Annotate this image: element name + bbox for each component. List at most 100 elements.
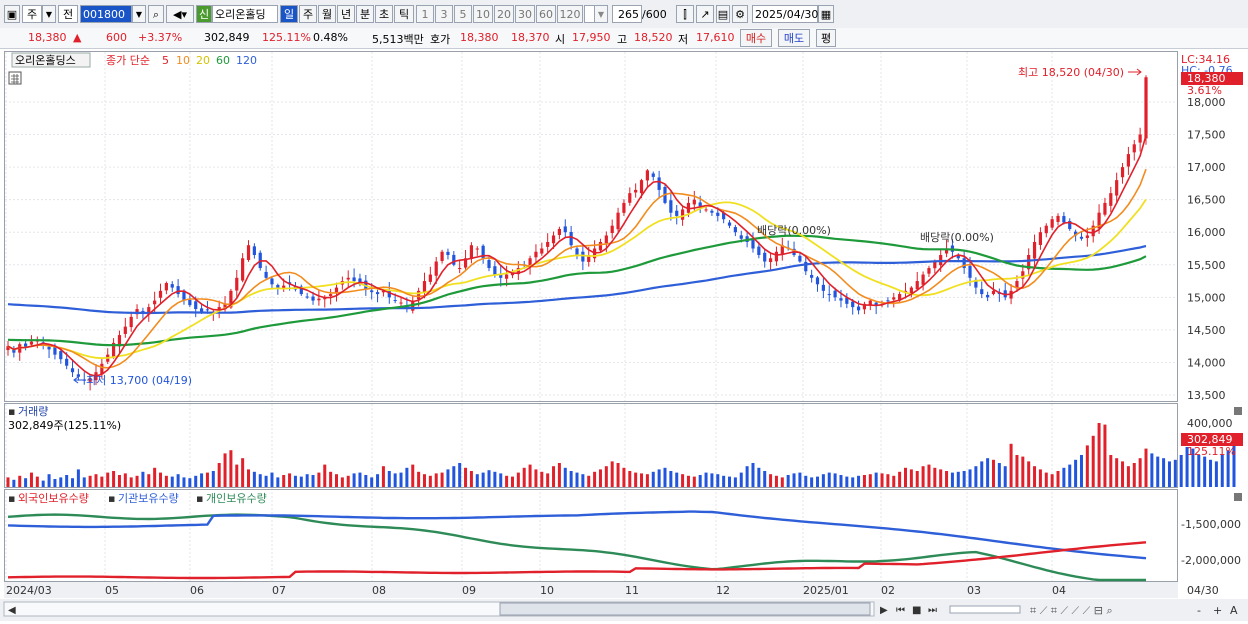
holding-ytick-1: -1,500,000: [1181, 518, 1241, 531]
table-icon[interactable]: [8, 71, 22, 85]
volume-bar: [252, 471, 256, 487]
speaker-icon[interactable]: ◀▾: [166, 5, 194, 23]
volume-bar: [311, 475, 315, 487]
ma120-line: [7, 244, 1147, 315]
price-tick-label: 15,000: [1187, 291, 1226, 304]
interval-20[interactable]: 20: [494, 5, 514, 23]
candle-body: [59, 351, 63, 360]
volume-bar: [886, 474, 890, 487]
volume-bar: [628, 471, 632, 487]
chevron-down-icon[interactable]: ▼: [42, 5, 56, 23]
tab-tick[interactable]: 틱: [394, 5, 414, 23]
x-tick-label: 11: [625, 584, 639, 597]
x-tick-label: 06: [190, 584, 204, 597]
tab-week[interactable]: 주: [299, 5, 317, 23]
ma60-line: [7, 234, 1147, 347]
date-input[interactable]: 2025/04/30: [752, 5, 818, 23]
candle-type-icon[interactable]: ⫿: [676, 5, 694, 23]
x-tick-label: 10: [540, 584, 554, 597]
candle-body: [1074, 231, 1078, 236]
ma20-line: [7, 198, 1147, 360]
candle-body: [768, 258, 773, 263]
candle-body: [933, 261, 937, 269]
period-type-select[interactable]: 주: [22, 5, 42, 23]
candle-body: [886, 300, 890, 302]
volume-bar: [1074, 459, 1078, 487]
candle-body: [798, 255, 802, 262]
play-icon[interactable]: ▶: [880, 605, 888, 616]
stop-icon[interactable]: ■: [912, 605, 921, 616]
volume-bar: [1091, 435, 1095, 487]
candle-body: [481, 245, 485, 259]
volume-bar: [493, 471, 497, 487]
interval-30[interactable]: 30: [515, 5, 535, 23]
save-icon[interactable]: ▤: [716, 5, 730, 23]
tab-day[interactable]: 일: [280, 5, 298, 23]
rewind-icon[interactable]: ⏮: [896, 605, 905, 616]
candle-body: [217, 307, 221, 311]
stock-code-input[interactable]: 001800: [80, 5, 132, 23]
chart-tool-icon[interactable]: ↗: [696, 5, 714, 23]
candle-body: [370, 290, 374, 293]
tab-minute[interactable]: 분: [356, 5, 374, 23]
volume-bar: [440, 472, 444, 487]
candle-body: [1144, 77, 1148, 139]
candle-body: [1126, 154, 1131, 167]
scroll-left-icon[interactable]: ◀: [8, 605, 16, 616]
volume-bar: [141, 471, 145, 487]
interval-120[interactable]: 120: [557, 5, 583, 23]
ma5-line: [7, 135, 1147, 377]
high-label: 고: [617, 33, 628, 46]
interval-1[interactable]: 1: [416, 5, 434, 23]
volume-bar: [229, 450, 233, 487]
tab-second[interactable]: 초: [375, 5, 393, 23]
count-input[interactable]: 265: [612, 5, 642, 23]
calendar-icon[interactable]: ▦: [818, 5, 834, 23]
candle-body: [645, 170, 649, 181]
auto-scale-button[interactable]: A: [1230, 604, 1238, 617]
interval-60[interactable]: 60: [536, 5, 556, 23]
window-icon[interactable]: ▣: [4, 5, 20, 23]
search-icon[interactable]: ⌕: [148, 5, 164, 23]
volume-bar: [675, 472, 679, 487]
candle-body: [903, 290, 908, 293]
candle-body: [686, 202, 691, 213]
legend-close-label: 종가 단순: [106, 54, 150, 67]
gear-icon[interactable]: ⚙: [732, 5, 748, 23]
sell-button[interactable]: 매도: [778, 29, 810, 47]
chevron-down-icon[interactable]: ▼: [132, 5, 146, 23]
candle-body: [76, 374, 80, 377]
volume-bar: [510, 476, 514, 487]
candle-body: [1003, 290, 1007, 298]
volume-bar: [1203, 456, 1207, 487]
legend-ma60: 60: [216, 54, 230, 67]
candle-body: [569, 232, 573, 246]
candle-body: [387, 291, 391, 298]
volume-bar: [1126, 466, 1130, 487]
eval-button[interactable]: 평: [816, 29, 836, 47]
scrollbar-thumb[interactable]: [499, 602, 871, 616]
volume-bar: [774, 475, 778, 487]
tab-month[interactable]: 월: [318, 5, 336, 23]
zoom-in-button[interactable]: +: [1213, 604, 1222, 617]
candle-body: [329, 294, 333, 297]
candle-body: [962, 258, 966, 269]
zoom-slider[interactable]: [949, 605, 1021, 614]
tab-year[interactable]: 년: [337, 5, 355, 23]
volume-panel-close-icon[interactable]: [1234, 407, 1242, 415]
candle-body: [1062, 216, 1066, 223]
chevron-down-icon[interactable]: ▼: [594, 5, 608, 23]
market-select[interactable]: 전: [58, 5, 78, 23]
interval-5[interactable]: 5: [454, 5, 472, 23]
zoom-out-button[interactable]: -: [1197, 604, 1201, 617]
buy-button[interactable]: 매수: [740, 29, 772, 47]
holding-panel-close-icon[interactable]: [1234, 493, 1242, 501]
interval-3[interactable]: 3: [435, 5, 453, 23]
x-tick-label: 04: [1052, 584, 1066, 597]
volume-bar: [827, 472, 831, 487]
forward-icon[interactable]: ⏭: [928, 605, 937, 616]
chart-tools-icon[interactable]: ⌗ ⟋ ⌗ ⟋ ⟋ ⟋ ⊟ ⌕: [1030, 604, 1113, 617]
interval-10[interactable]: 10: [473, 5, 493, 23]
amount: 5,513백만: [372, 33, 424, 46]
volume-bar: [950, 472, 954, 487]
